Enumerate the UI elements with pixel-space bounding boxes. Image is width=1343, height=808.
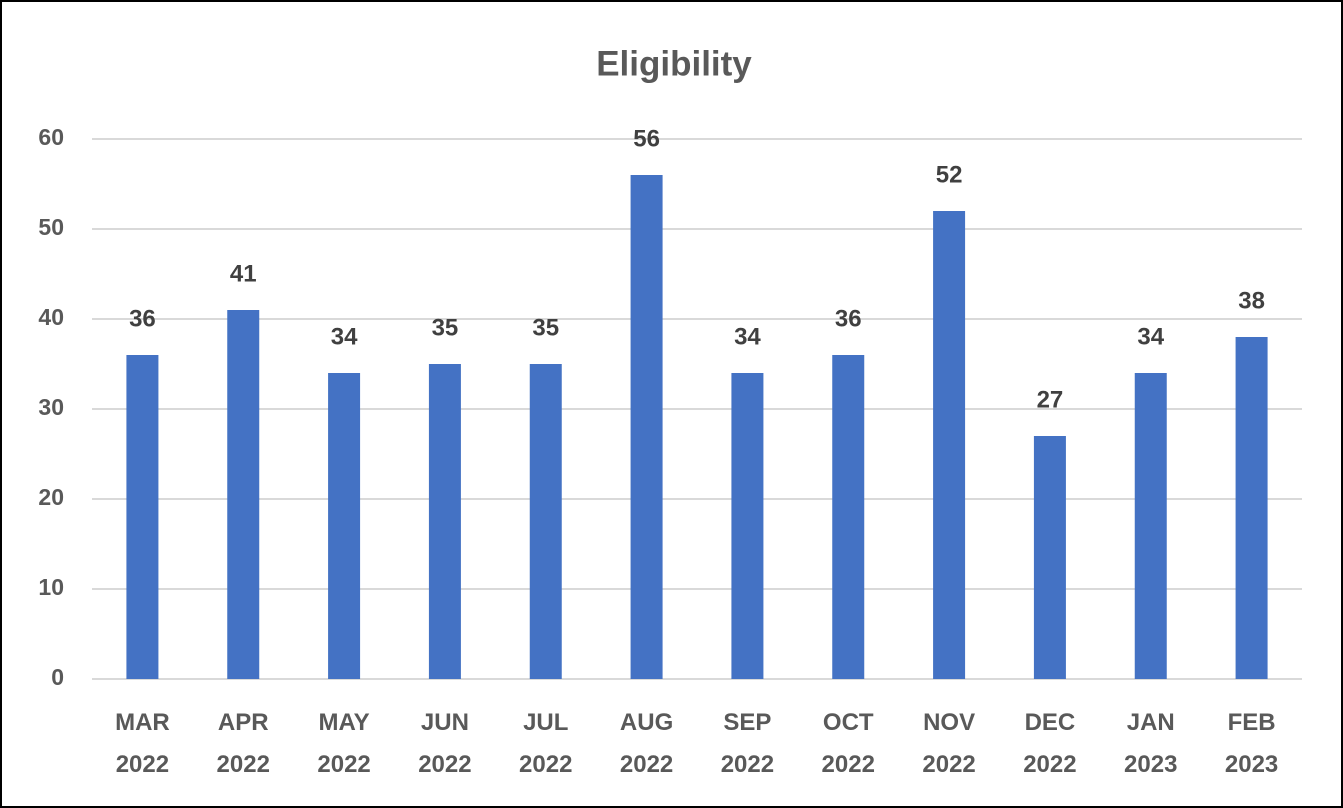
x-tick-label: APR 2022 (216, 709, 270, 778)
bar (630, 175, 663, 679)
data-label: 41 (230, 260, 257, 287)
y-tick-label: 10 (38, 574, 64, 600)
x-tick-label: NOV 2022 (922, 709, 976, 778)
y-tick-label: 0 (51, 664, 64, 690)
data-label: 34 (331, 323, 358, 350)
bar (1235, 337, 1268, 679)
data-label: 34 (1137, 323, 1164, 350)
data-label: 36 (835, 305, 862, 332)
y-tick-label: 40 (38, 304, 64, 330)
bar (832, 355, 865, 679)
bar (731, 373, 764, 679)
bar (529, 364, 562, 679)
bar (328, 373, 361, 679)
y-tick-label: 50 (38, 214, 64, 240)
x-tick-label: JUL 2022 (519, 709, 573, 778)
bar (126, 355, 159, 679)
bar (1033, 436, 1066, 679)
x-tick-label: MAY 2022 (317, 709, 371, 778)
bar (428, 364, 461, 679)
x-tick-label: MAR 2022 (115, 709, 170, 778)
x-tick-label: OCT 2022 (821, 709, 875, 778)
data-label: 52 (936, 161, 963, 188)
bar (227, 310, 260, 679)
data-label: 27 (1037, 386, 1064, 413)
data-label: 34 (734, 323, 761, 350)
x-tick-label: SEP 2022 (720, 709, 775, 778)
x-tick-label: JUN 2022 (418, 709, 472, 778)
data-label: 56 (633, 125, 660, 152)
data-label: 35 (432, 314, 459, 341)
data-label: 36 (129, 305, 156, 332)
x-tick-label: JAN 2023 (1124, 709, 1178, 778)
x-tick-label: DEC 2022 (1023, 709, 1077, 778)
bar (933, 211, 966, 679)
y-tick-label: 60 (38, 124, 64, 150)
data-label: 35 (532, 314, 559, 341)
bar (1134, 373, 1167, 679)
data-label: 38 (1238, 287, 1265, 314)
x-tick-label: FEB 2023 (1224, 709, 1279, 778)
y-tick-label: 30 (38, 394, 64, 420)
y-tick-label: 20 (38, 484, 64, 510)
x-tick-label: AUG 2022 (619, 709, 674, 778)
chart-title: Eligibility (596, 44, 752, 83)
